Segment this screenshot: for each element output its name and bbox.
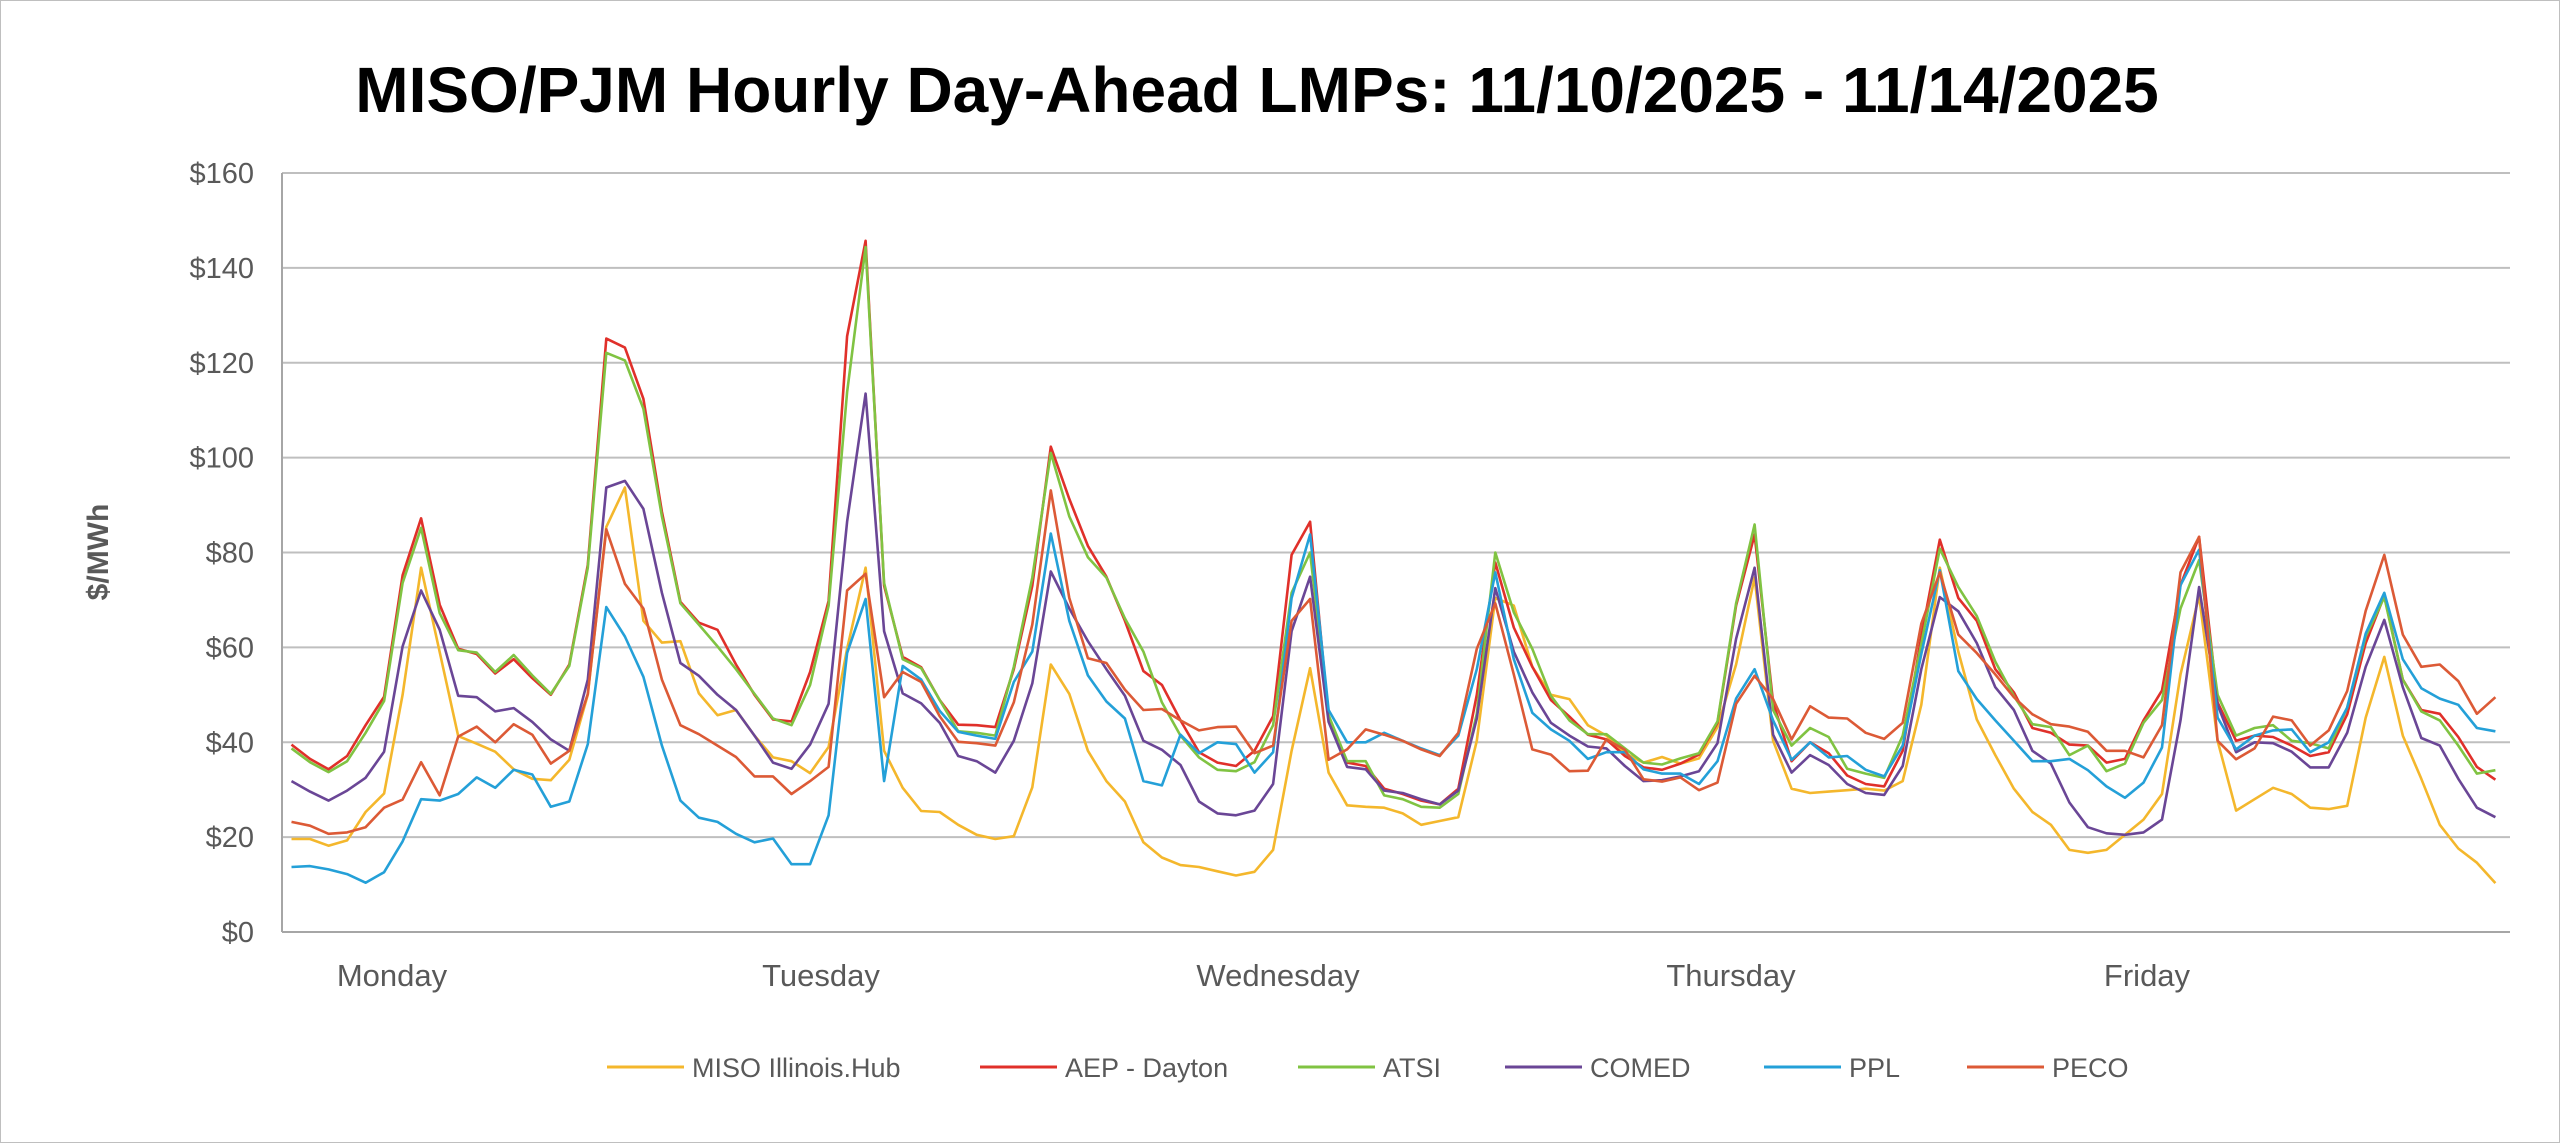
chart-title: MISO/PJM Hourly Day-Ahead LMPs: 11/10/20…	[355, 54, 2159, 126]
x-tick-label: Thursday	[1666, 958, 1796, 993]
x-tick-label: Wednesday	[1196, 958, 1360, 993]
legend: MISO Illinois.Hub AEP - Dayton ATSI COMED PP…	[607, 1053, 2129, 1083]
x-axis-labels: Monday Tuesday Wednesday Thursday Friday	[337, 958, 2191, 993]
legend-label: MISO Illinois.Hub	[692, 1053, 901, 1083]
x-tick-label: Friday	[2104, 958, 2191, 993]
x-tick-label: Monday	[337, 958, 448, 993]
series-line-peco	[291, 489, 2497, 836]
series-line-atsi	[290, 245, 2496, 810]
series-line-comed	[290, 392, 2496, 837]
y-tick-label: $100	[189, 443, 254, 475]
y-tick-label: $40	[206, 727, 254, 759]
legend-label: AEP - Dayton	[1065, 1053, 1228, 1083]
y-tick-label: $160	[189, 158, 254, 190]
y-tick-label: $20	[206, 822, 254, 854]
y-axis-title: $/MWh	[82, 504, 115, 601]
x-tick-label: Tuesday	[762, 958, 880, 993]
legend-item: AEP - Dayton	[980, 1053, 1228, 1083]
y-tick-label: $60	[206, 632, 254, 664]
series-line-miso-illinois-hub	[291, 486, 2497, 884]
series-lines	[290, 239, 2497, 885]
legend-item: MISO Illinois.Hub	[607, 1053, 901, 1083]
legend-item: PPL	[1764, 1053, 1900, 1083]
legend-label: COMED	[1590, 1053, 1691, 1083]
y-tick-label: $0	[222, 917, 254, 949]
y-tick-label: $120	[189, 348, 254, 380]
legend-label: PPL	[1849, 1053, 1900, 1083]
y-tick-label: $80	[206, 538, 254, 570]
legend-item: ATSI	[1298, 1053, 1441, 1083]
legend-label: PECO	[2052, 1053, 2129, 1083]
gridlines	[281, 172, 2510, 933]
y-axis-ticks: $0 $20 $40 $60 $80 $100 $120 $140 $160	[189, 158, 254, 949]
legend-item: COMED	[1505, 1053, 1691, 1083]
y-tick-label: $140	[189, 253, 254, 285]
legend-label: ATSI	[1383, 1053, 1441, 1083]
legend-item: PECO	[1967, 1053, 2129, 1083]
